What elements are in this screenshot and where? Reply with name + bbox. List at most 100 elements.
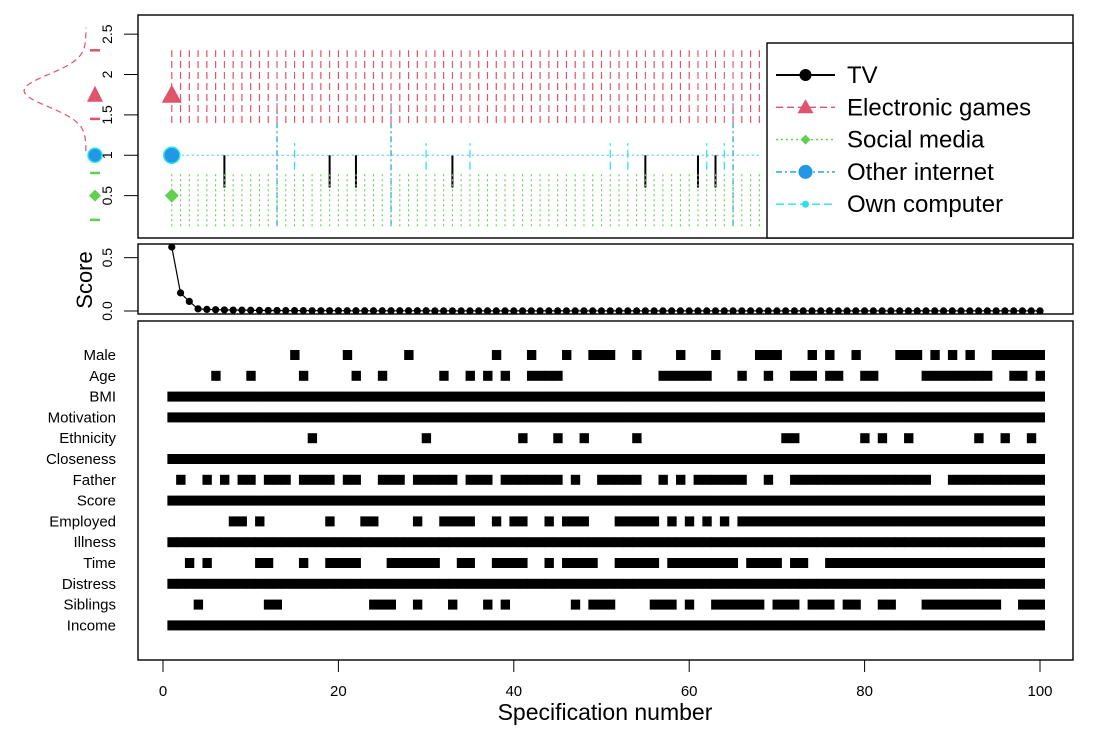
indicator-cell: [1009, 516, 1019, 527]
indicator-cell: [1018, 537, 1028, 548]
indicator-cell: [702, 454, 712, 464]
indicator-cell: [518, 537, 528, 548]
indicator-cell: [693, 454, 703, 464]
score-point: [589, 307, 597, 315]
score-point: [711, 307, 720, 315]
x-tick-label: 20: [330, 683, 347, 700]
indicator-cell: [930, 599, 940, 610]
indicator-cell: [421, 474, 432, 485]
indicator-cell: [237, 454, 247, 464]
score-point: [510, 307, 518, 315]
indicator-cell: [509, 474, 519, 485]
indicator-cell: [325, 474, 335, 485]
indicator-cell: [430, 454, 440, 464]
indicator-cell: [728, 412, 739, 423]
score-point: [685, 307, 693, 315]
indicator-cell: [342, 474, 353, 485]
indicator-cell: [448, 454, 458, 464]
indicator-cell: [351, 537, 361, 548]
indicator-cell: [904, 620, 914, 631]
indicator-cell: [895, 391, 905, 402]
indicator-cell: [658, 454, 668, 464]
indicator-cell: [684, 495, 695, 506]
indicator-cell: [772, 454, 782, 464]
indicator-cell: [597, 412, 607, 423]
indicator-cell: [430, 474, 440, 485]
indicator-cell: [1035, 578, 1045, 589]
indicator-cell: [614, 412, 625, 423]
indicator-cell: [377, 599, 388, 610]
indicator-cell: [851, 495, 861, 506]
indicator-cell: [342, 558, 353, 568]
indicator-cell: [614, 578, 625, 589]
score-point: [264, 306, 272, 315]
indicator-cell: [298, 537, 309, 548]
indicator-label: Income: [67, 617, 116, 634]
indicator-cell: [649, 620, 660, 631]
indicator-cell: [754, 350, 765, 360]
indicator-cell: [395, 620, 405, 631]
indicator-cell: [991, 454, 1002, 464]
indicator-cell: [509, 578, 519, 589]
indicator-cell: [246, 578, 256, 589]
indicator-cell: [1035, 454, 1045, 464]
indicator-cell: [912, 454, 923, 464]
indicator-cell: [553, 412, 563, 423]
indicator-cell: [570, 620, 581, 631]
indicator-cell: [833, 578, 844, 589]
indicator-cell: [579, 620, 589, 631]
indicator-cell: [947, 495, 958, 506]
score-point: [413, 307, 421, 315]
indicator-cell: [325, 391, 335, 402]
indicator-cell: [956, 516, 967, 527]
score-point: [896, 307, 904, 315]
indicator-cell: [439, 578, 449, 589]
indicator-cell: [667, 370, 677, 381]
indicator-cell: [395, 474, 405, 485]
indicator-cell: [816, 599, 826, 610]
score-point: [378, 307, 386, 315]
indicator-cell: [833, 412, 844, 423]
indicator-cell: [877, 474, 888, 485]
score-point: [764, 307, 772, 315]
score-point: [913, 307, 921, 315]
indicator-cell: [825, 620, 835, 631]
indicator-cell: [553, 495, 563, 506]
indicator-cell: [807, 599, 817, 610]
indicator-cell: [334, 558, 344, 568]
indicator-cell: [930, 350, 940, 360]
indicator-cell: [1026, 558, 1037, 568]
indicator-cell: [904, 350, 914, 360]
indicator-cell: [772, 495, 782, 506]
indicator-cell: [491, 558, 502, 568]
x-tick-label: 0: [159, 683, 167, 700]
score-point: [247, 306, 255, 314]
score-point: [352, 307, 360, 315]
indicator-cell: [693, 495, 703, 506]
indicator-cell: [342, 454, 353, 464]
indicator-cell: [544, 578, 554, 589]
indicator-cell: [176, 578, 186, 589]
indicator-cell: [307, 495, 318, 506]
score-point: [650, 307, 658, 315]
indicator-cell: [1018, 495, 1028, 506]
score-point: [746, 307, 755, 315]
indicator-label: Male: [83, 347, 116, 364]
indicator-cell: [334, 412, 344, 423]
indicator-cell: [632, 454, 642, 464]
indicator-cell: [895, 620, 905, 631]
indicator-cell: [956, 495, 967, 506]
indicator-cell: [711, 558, 721, 568]
score-point: [738, 307, 746, 315]
indicator-cell: [281, 495, 291, 506]
indicator-cell: [562, 558, 572, 568]
indicator-cell: [1018, 391, 1028, 402]
legend-marker: [800, 134, 811, 145]
indicator-cell: [649, 537, 660, 548]
score-y-tick-label: 0.5: [99, 248, 115, 268]
indicator-cell: [623, 578, 633, 589]
indicator-cell: [386, 599, 397, 610]
indicator-cell: [947, 412, 958, 423]
score-point: [483, 307, 492, 315]
legend-label: Own computer: [847, 191, 1003, 218]
